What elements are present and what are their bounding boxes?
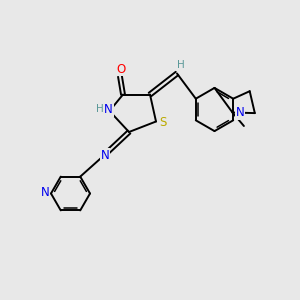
Text: S: S: [159, 116, 166, 129]
Text: H: H: [177, 59, 184, 70]
Text: H: H: [96, 103, 104, 114]
Text: O: O: [116, 62, 125, 76]
Text: N: N: [100, 149, 109, 162]
Text: N: N: [236, 106, 244, 119]
Text: N: N: [104, 103, 113, 116]
Text: N: N: [40, 186, 50, 200]
